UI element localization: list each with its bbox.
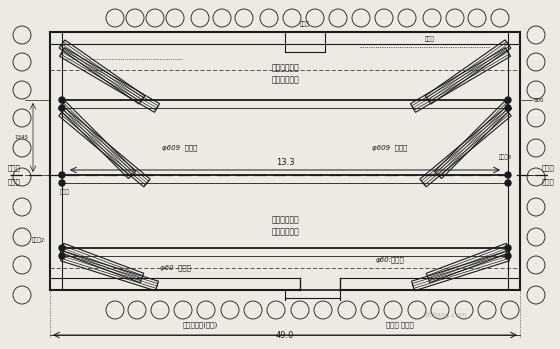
Text: zhijong.com: zhijong.com: [424, 312, 466, 318]
Text: 端墙面: 端墙面: [8, 179, 21, 185]
Circle shape: [505, 172, 511, 178]
Circle shape: [505, 245, 511, 251]
Circle shape: [505, 253, 511, 259]
Text: 第一道钢支撑: 第一道钢支撑: [271, 64, 299, 73]
Text: 始发井: 始发井: [8, 165, 21, 171]
Circle shape: [505, 105, 511, 111]
Circle shape: [59, 245, 65, 251]
Text: 钢支撑: 钢支撑: [300, 21, 310, 27]
Circle shape: [59, 97, 65, 103]
Text: 钢支撑 平面图: 钢支撑 平面图: [386, 322, 414, 328]
Text: 钢板撑: 钢板撑: [60, 190, 70, 195]
Text: 49.0: 49.0: [276, 331, 294, 340]
Circle shape: [59, 253, 65, 259]
Text: 第三道钢支撑: 第三道钢支撑: [271, 228, 299, 237]
Circle shape: [505, 97, 511, 103]
Text: 1345: 1345: [14, 135, 28, 140]
Text: 钢板撑2: 钢板撑2: [32, 237, 45, 243]
Text: 基坑平面图(俯视): 基坑平面图(俯视): [183, 322, 218, 328]
Text: 连接板: 连接板: [425, 36, 435, 42]
Text: 13.3: 13.3: [276, 158, 295, 167]
Circle shape: [59, 180, 65, 186]
Circle shape: [59, 172, 65, 178]
Text: 发洞门: 发洞门: [542, 179, 555, 185]
Text: 800: 800: [534, 97, 544, 103]
Text: φ609  钢支撑: φ609 钢支撑: [162, 145, 198, 151]
Text: 盾构始: 盾构始: [542, 165, 555, 171]
Circle shape: [59, 105, 65, 111]
Text: φ60:钢支撑: φ60:钢支撑: [376, 257, 404, 263]
Text: 第二道钢支撑: 第二道钢支撑: [271, 215, 299, 224]
Text: 第一道砼支撑: 第一道砼支撑: [271, 75, 299, 84]
Text: 钢板撑3: 钢板撑3: [498, 154, 512, 160]
Text: φ60  钢管撑: φ60 钢管撑: [160, 265, 190, 271]
Circle shape: [505, 180, 511, 186]
Text: φ609  钢支撑: φ609 钢支撑: [372, 145, 408, 151]
